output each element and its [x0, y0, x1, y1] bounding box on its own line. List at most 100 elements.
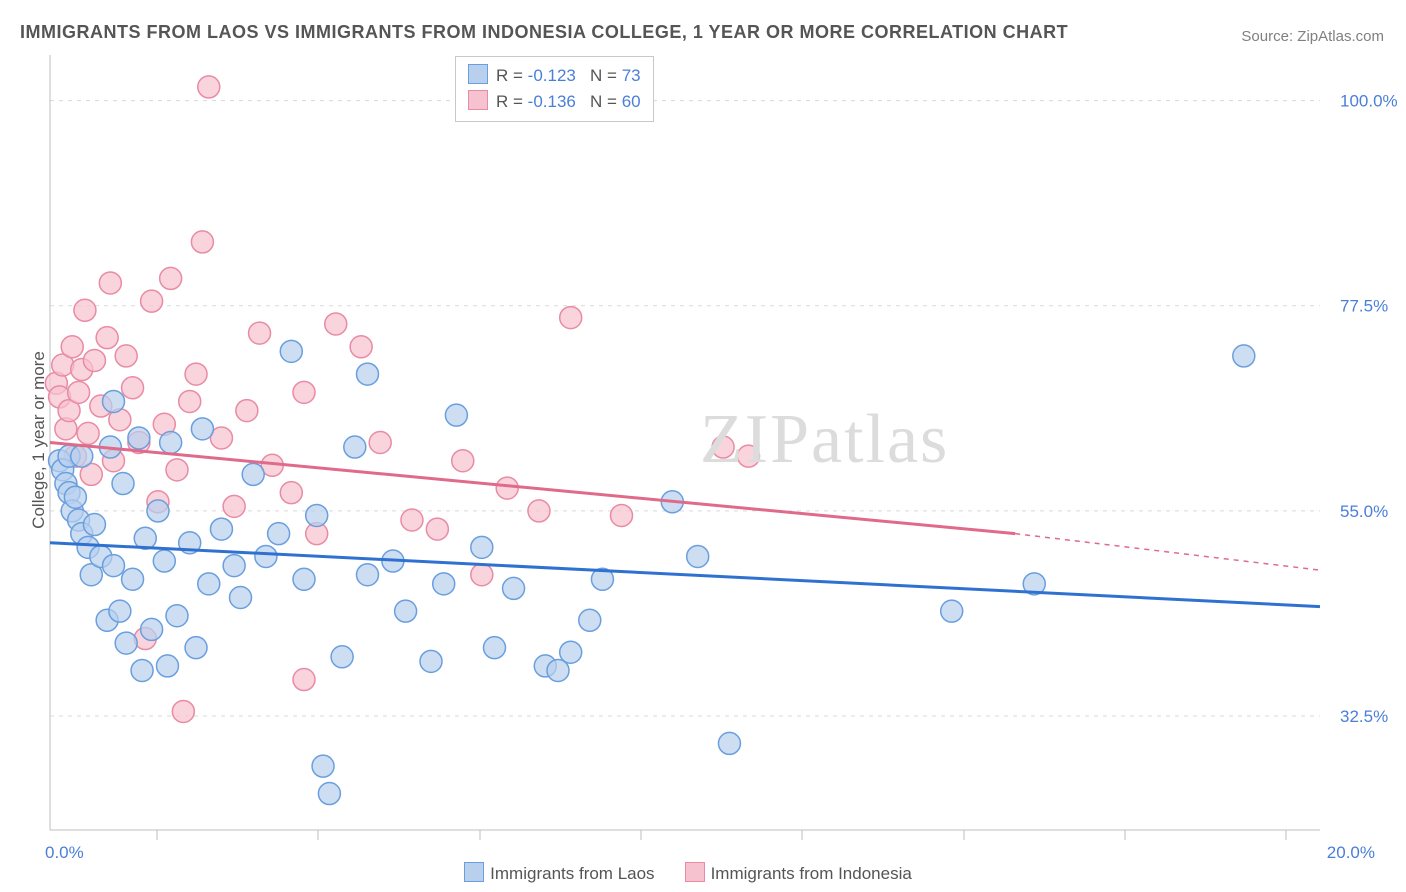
data-point	[350, 336, 372, 358]
data-point	[198, 573, 220, 595]
data-point	[179, 390, 201, 412]
data-point	[153, 550, 175, 572]
data-point	[122, 377, 144, 399]
data-point	[496, 477, 518, 499]
data-point	[369, 432, 391, 454]
data-point	[64, 486, 86, 508]
data-point	[280, 482, 302, 504]
legend-swatch	[464, 862, 484, 882]
y-tick-label: 32.5%	[1340, 707, 1388, 726]
data-point	[306, 504, 328, 526]
data-point	[71, 445, 93, 467]
data-point	[74, 299, 96, 321]
data-point	[191, 418, 213, 440]
data-point	[112, 473, 134, 495]
data-point	[191, 231, 213, 253]
data-point	[712, 436, 734, 458]
x-max-label: 20.0%	[1327, 843, 1375, 862]
data-point	[122, 568, 144, 590]
data-point	[96, 327, 118, 349]
data-point	[236, 400, 258, 422]
legend-row: R = -0.136 N = 60	[468, 89, 641, 115]
scatter-chart: 32.5% 55.0% 77.5% 100.0% 0.0% 20.0%	[0, 0, 1406, 892]
data-point	[293, 381, 315, 403]
data-point	[128, 427, 150, 449]
data-point	[185, 363, 207, 385]
data-point	[249, 322, 271, 344]
legend-item: Immigrants from Laos	[464, 864, 654, 883]
data-point	[185, 637, 207, 659]
data-point	[198, 76, 220, 98]
n-value: 60	[622, 92, 641, 111]
data-point	[223, 555, 245, 577]
data-point	[560, 307, 582, 329]
data-point	[312, 755, 334, 777]
data-point	[687, 545, 709, 567]
data-point	[109, 600, 131, 622]
data-point	[941, 600, 963, 622]
data-point	[579, 609, 601, 631]
data-point	[83, 514, 105, 536]
legend-swatch	[685, 862, 705, 882]
legend-label: Immigrants from Indonesia	[711, 864, 912, 883]
data-point	[318, 783, 340, 805]
correlation-legend: R = -0.123 N = 73R = -0.136 N = 60	[455, 56, 654, 122]
data-point	[141, 290, 163, 312]
data-point	[255, 545, 277, 567]
data-point	[325, 313, 347, 335]
legend-swatch	[468, 90, 488, 110]
data-point	[528, 500, 550, 522]
y-tick-label: 77.5%	[1340, 297, 1388, 316]
data-point	[166, 605, 188, 627]
r-value: -0.123	[528, 66, 576, 85]
y-tick-label: 100.0%	[1340, 92, 1398, 111]
data-point	[115, 345, 137, 367]
data-point	[83, 349, 105, 371]
data-point	[420, 650, 442, 672]
legend-label: Immigrants from Laos	[490, 864, 654, 883]
data-point	[77, 422, 99, 444]
data-point	[147, 500, 169, 522]
y-tick-label: 55.0%	[1340, 502, 1388, 521]
data-point	[1233, 345, 1255, 367]
data-point	[357, 363, 379, 385]
data-point	[141, 618, 163, 640]
legend-item: Immigrants from Indonesia	[685, 864, 912, 883]
data-point	[471, 564, 493, 586]
data-point	[160, 432, 182, 454]
data-point	[223, 495, 245, 517]
data-point	[280, 340, 302, 362]
data-point	[103, 390, 125, 412]
data-point	[293, 669, 315, 691]
legend-row: R = -0.123 N = 73	[468, 63, 641, 89]
data-point	[156, 655, 178, 677]
data-point	[115, 632, 137, 654]
data-point	[484, 637, 506, 659]
data-point	[560, 641, 582, 663]
data-point	[268, 523, 290, 545]
data-point	[357, 564, 379, 586]
data-point	[210, 518, 232, 540]
x-min-label: 0.0%	[45, 843, 84, 862]
n-label: N =	[590, 66, 622, 85]
regression-extrapolation	[1015, 534, 1320, 570]
data-point	[242, 463, 264, 485]
data-point	[471, 536, 493, 558]
data-point	[738, 445, 760, 467]
data-point	[230, 587, 252, 609]
r-value: -0.136	[528, 92, 576, 111]
data-point	[452, 450, 474, 472]
data-point	[611, 504, 633, 526]
data-point	[433, 573, 455, 595]
data-point	[61, 336, 83, 358]
legend-swatch	[468, 64, 488, 84]
data-point	[293, 568, 315, 590]
data-point	[172, 700, 194, 722]
data-point	[718, 732, 740, 754]
data-point	[401, 509, 423, 531]
n-value: 73	[622, 66, 641, 85]
r-label: R =	[496, 66, 528, 85]
data-point	[395, 600, 417, 622]
data-point	[99, 272, 121, 294]
data-point	[166, 459, 188, 481]
